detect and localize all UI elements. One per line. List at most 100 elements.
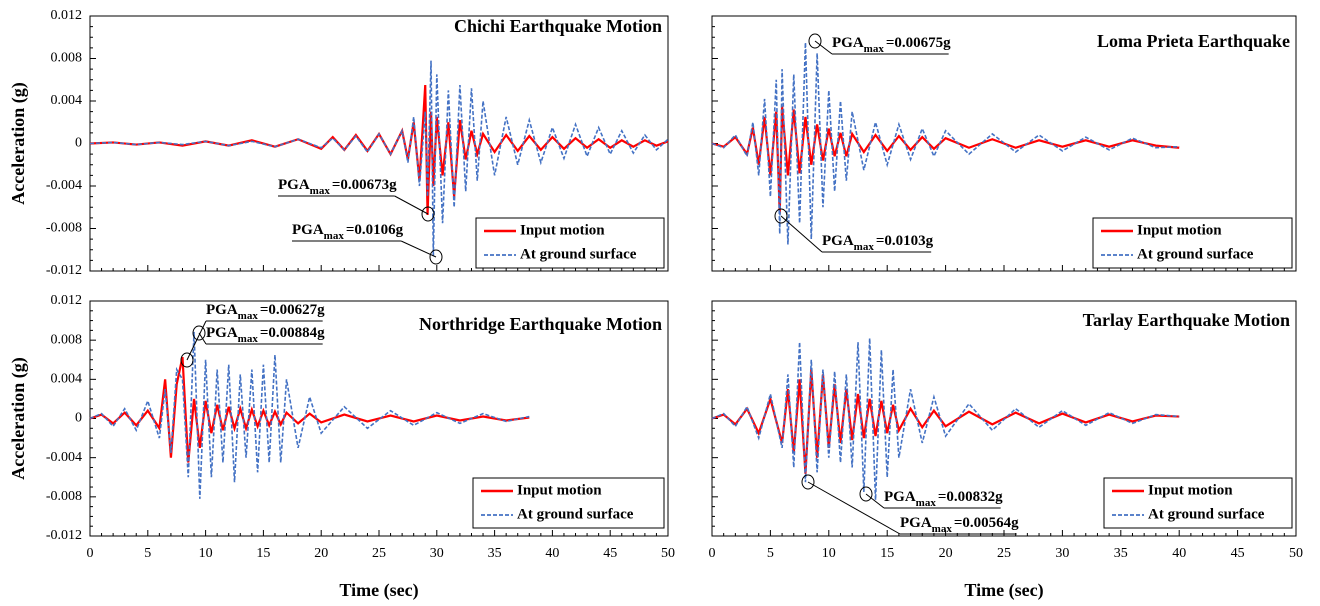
panel-title: Loma Prieta Earthquake xyxy=(1097,31,1290,51)
pga-subscript: max xyxy=(324,230,345,242)
x-tick-label: 50 xyxy=(661,546,675,561)
pga-value: =0.00832g xyxy=(938,489,1003,505)
pga-subscript: max xyxy=(864,43,885,55)
pga-text: PGA xyxy=(900,515,932,531)
x-tick-label: 30 xyxy=(1055,546,1069,561)
y-tick-label: 0.012 xyxy=(51,293,83,308)
x-tick-label: 35 xyxy=(1114,546,1128,561)
pga-circle xyxy=(429,249,443,265)
legend-label: At ground surface xyxy=(1137,246,1254,262)
x-tick-label: 0 xyxy=(87,546,94,561)
pga-subscript: max xyxy=(932,523,953,535)
x-tick-label: 50 xyxy=(1289,546,1303,561)
pga-circle xyxy=(801,474,815,490)
pga-leader xyxy=(865,493,885,509)
legend-label: At ground surface xyxy=(1148,506,1265,522)
x-tick-label: 10 xyxy=(199,546,213,561)
pga-value: =0.00675g xyxy=(886,35,951,51)
legend-label: Input motion xyxy=(1137,222,1222,238)
y-tick-label: -0.012 xyxy=(46,528,82,543)
y-tick-label: 0.012 xyxy=(51,8,83,23)
x-tick-label: 30 xyxy=(430,546,444,561)
x-tick-label: 35 xyxy=(488,546,502,561)
pga-circle xyxy=(421,206,435,222)
x-tick-label: 20 xyxy=(314,546,328,561)
pga-value: =0.0106g xyxy=(346,222,404,238)
pga-subscript: max xyxy=(238,310,259,322)
series-line xyxy=(711,369,1180,474)
x-tick-label: 45 xyxy=(1231,546,1245,561)
pga-text: PGA xyxy=(206,325,238,341)
pga-annotation: PGAmax =0.00832g xyxy=(884,489,1003,508)
x-tick-label: 15 xyxy=(880,546,894,561)
y-tick-label: 0.004 xyxy=(51,93,83,108)
pga-subscript: max xyxy=(854,241,875,253)
pga-value: =0.00673g xyxy=(332,177,397,193)
pga-leader xyxy=(807,481,901,535)
pga-annotation: PGAmax =0.00675g xyxy=(832,35,951,54)
pga-leader xyxy=(394,195,429,215)
y-tick-label: 0 xyxy=(75,411,82,426)
panel-title: Chichi Earthquake Motion xyxy=(454,16,662,36)
pga-annotation: PGAmax =0.00673g xyxy=(278,177,397,196)
series-line xyxy=(711,338,1180,501)
pga-annotation: PGAmax =0.00564g xyxy=(900,515,1019,534)
y-tick-label: -0.008 xyxy=(46,489,82,504)
pga-text: PGA xyxy=(832,35,864,51)
pga-value: =0.00884g xyxy=(260,325,325,341)
pga-annotation: PGAmax =0.00884g xyxy=(206,325,325,344)
x-tick-label: 45 xyxy=(603,546,617,561)
pga-text: PGA xyxy=(206,302,238,318)
legend-box xyxy=(1092,217,1293,269)
x-tick-label: 5 xyxy=(144,546,151,561)
legend-box xyxy=(475,217,665,269)
x-axis-label: Time (sec) xyxy=(964,580,1043,601)
x-tick-label: 0 xyxy=(709,546,716,561)
series-line xyxy=(711,106,1180,214)
legend-label: Input motion xyxy=(1148,482,1233,498)
y-tick-label: 0 xyxy=(75,136,82,151)
legend-label: Input motion xyxy=(520,222,605,238)
pga-leader xyxy=(814,40,833,55)
pga-subscript: max xyxy=(238,333,259,345)
pga-annotation: PGAmax =0.00627g xyxy=(206,302,325,321)
y-tick-label: -0.004 xyxy=(46,178,82,193)
legend-box xyxy=(472,477,665,529)
x-tick-label: 5 xyxy=(767,546,774,561)
pga-value: =0.00627g xyxy=(260,302,325,318)
series-line xyxy=(711,42,1180,245)
legend-label: At ground surface xyxy=(517,506,634,522)
y-axis-label: Acceleration (g) xyxy=(8,82,29,204)
pga-subscript: max xyxy=(310,185,331,197)
x-tick-label: 20 xyxy=(939,546,953,561)
x-tick-label: 40 xyxy=(1172,546,1186,561)
x-tick-label: 25 xyxy=(997,546,1011,561)
series-line xyxy=(89,60,669,257)
pga-circle xyxy=(808,33,822,49)
pga-circle xyxy=(180,352,194,368)
pga-value: =0.00564g xyxy=(954,515,1019,531)
y-tick-label: 0.004 xyxy=(51,372,83,387)
pga-annotation: PGAmax =0.0103g xyxy=(822,233,934,252)
pga-subscript: max xyxy=(916,497,937,509)
pga-circle xyxy=(774,208,788,224)
pga-leader xyxy=(780,215,823,253)
pga-text: PGA xyxy=(884,489,916,505)
pga-text: PGA xyxy=(822,233,854,249)
pga-circle xyxy=(192,325,206,341)
legend-box xyxy=(1103,477,1293,529)
y-tick-label: 0.008 xyxy=(51,332,83,347)
legend-label: At ground surface xyxy=(520,246,637,262)
legend-label: Input motion xyxy=(517,482,602,498)
x-axis-label: Time (sec) xyxy=(339,580,418,601)
x-tick-label: 15 xyxy=(256,546,270,561)
x-tick-label: 40 xyxy=(545,546,559,561)
x-tick-label: 10 xyxy=(822,546,836,561)
pga-value: =0.0103g xyxy=(876,233,934,249)
x-tick-label: 25 xyxy=(372,546,386,561)
y-axis-label: Acceleration (g) xyxy=(8,357,29,479)
pga-text: PGA xyxy=(292,222,324,238)
y-tick-label: -0.008 xyxy=(46,221,82,236)
y-tick-label: -0.012 xyxy=(46,263,82,278)
